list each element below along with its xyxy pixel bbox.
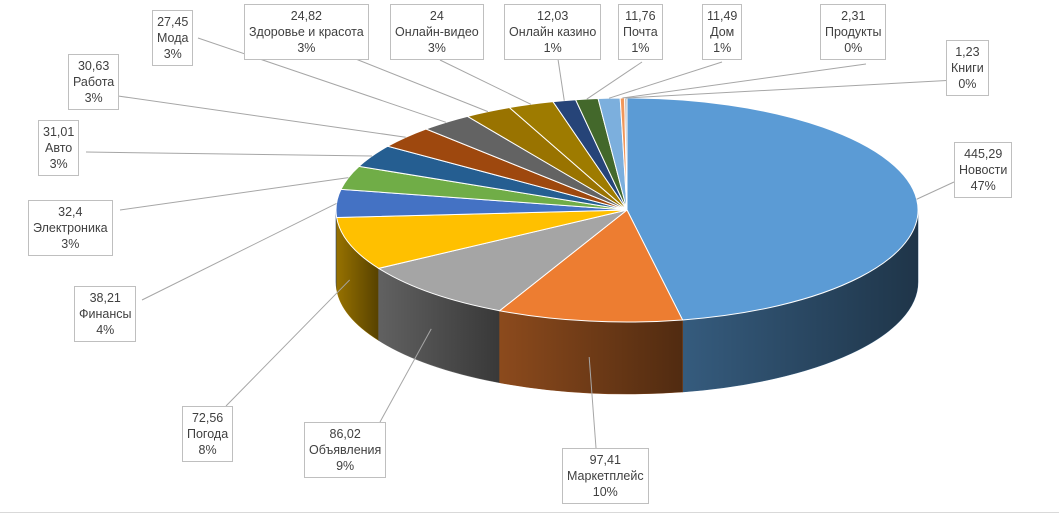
leader-line-5 [119,177,349,211]
data-label-percent: 47% [970,179,996,193]
pie-slice-3 [336,209,628,269]
data-label-category: Электроника [33,221,108,235]
data-label-percent: 3% [61,237,80,251]
leader-line-12 [586,61,643,100]
data-label-dom: 11,49 Дом 1% [702,4,743,60]
data-label-percent: 4% [96,323,115,337]
data-label-rabota: 30,63 Работа 3% [68,54,120,110]
data-label-value: 2,31 [841,9,866,23]
data-label-percent: 3% [297,41,316,55]
data-label-pochta: 11,76 Почта 1% [618,4,663,60]
data-label-value: 72,56 [191,411,224,425]
data-label-value: 86,02 [329,427,361,441]
data-label-category: Работа [73,75,115,89]
data-label-percent: 3% [84,91,103,105]
data-label-marketpleys: 97,41 Маркетплейс 10% [562,448,649,504]
data-label-value: 97,41 [589,453,621,467]
data-label-value: 445,29 [964,147,1003,161]
data-label-zdorovye: 24,82 Здоровье и красота 3% [244,4,369,60]
leader-line-10 [439,59,532,105]
data-label-onlayn-video: 24 Онлайн-видео 3% [390,4,484,60]
data-label-produkty: 2,31 Продукты 0% [820,4,887,60]
data-label-avto: 31,01 Авто 3% [38,120,80,176]
data-label-category: Онлайн казино [509,25,597,39]
data-label-knigi: 1,23 Книги 0% [946,40,989,96]
data-label-category: Новости [959,163,1008,177]
data-label-percent: 0% [958,77,977,91]
leader-line-14 [622,63,867,99]
data-label-percent: 10% [592,485,618,499]
pie-slice-0 [626,97,919,321]
data-label-value: 11,49 [707,9,738,23]
data-label-value: 24,82 [290,9,322,23]
data-label-percent: 3% [49,157,68,171]
data-label-percent: 8% [198,443,217,457]
leader-line-8 [197,37,447,123]
data-label-value: 27,45 [157,15,189,29]
data-label-onlayn-kazino: 12,03 Онлайн казино 1% [504,4,602,60]
pie-slice-2 [377,209,628,312]
leader-line-13 [608,61,723,99]
data-label-category: Погода [187,427,229,441]
data-label-value: 1,23 [955,45,980,59]
data-label-category: Почта [623,25,658,39]
data-label-category: Онлайн-видео [395,25,479,39]
pie-slice-side-3 [336,217,379,341]
data-label-finansy: 38,21 Финансы 4% [74,286,137,342]
data-label-category: Продукты [825,25,882,39]
data-label-category: Авто [45,141,73,155]
data-label-category: Книги [951,61,984,75]
leader-line-1 [588,357,597,449]
data-label-novosti: 445,29 Новости 47% [954,142,1013,198]
chart-area-bottom-border [0,512,1059,513]
data-label-percent: 9% [336,459,355,473]
data-label-obyavleniya: 86,02 Объявления 9% [304,422,387,478]
data-label-percent: 1% [713,41,732,55]
data-label-value: 24 [429,9,444,23]
data-label-value: 31,01 [43,125,75,139]
data-label-value: 12,03 [537,9,569,23]
data-label-percent: 3% [163,47,182,61]
data-label-percent: 0% [844,41,863,55]
data-label-value: 30,63 [77,59,110,73]
data-label-value: 32,4 [58,205,83,219]
data-label-pogoda: 72,56 Погода 8% [182,406,234,462]
data-label-percent: 3% [427,41,446,55]
leader-line-2 [379,328,432,423]
leader-line-0 [916,181,955,200]
data-label-elektronika: 32,4 Электроника 3% [28,200,113,256]
data-label-percent: 1% [631,41,650,55]
leader-line-3 [225,279,351,407]
data-label-value: 11,76 [625,9,656,23]
data-label-category: Мода [157,31,189,45]
pie-slice-side-1 [499,310,683,395]
leader-line-15 [625,79,957,99]
data-label-category: Здоровье и красота [249,25,364,39]
data-label-category: Объявления [309,443,382,457]
pie-slice-1 [498,209,684,323]
data-label-category: Маркетплейс [567,469,644,483]
data-label-percent: 1% [543,41,562,55]
data-label-value: 38,21 [89,291,121,305]
leader-line-6 [85,151,373,157]
leader-line-4 [141,202,337,301]
data-label-category: Дом [710,25,735,39]
leader-line-7 [117,95,406,138]
data-label-moda: 27,45 Мода 3% [152,10,194,66]
data-label-category: Финансы [79,307,132,321]
